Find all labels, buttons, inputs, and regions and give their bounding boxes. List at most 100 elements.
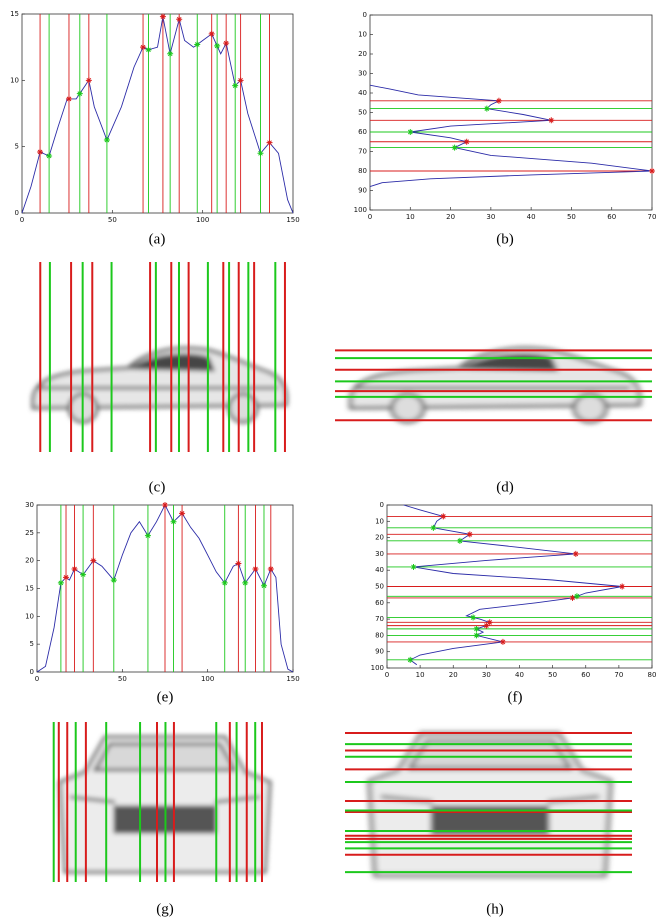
y-tick-label: 10	[358, 31, 367, 39]
y-tick-label: 90	[375, 648, 384, 656]
y-tick-label: 0	[380, 501, 384, 509]
y-tick-label: 0	[30, 668, 34, 676]
extremum-marker	[463, 138, 470, 145]
y-tick-label: 5	[15, 143, 19, 151]
y-tick-label: 30	[25, 501, 34, 509]
extremum-marker	[63, 574, 70, 581]
extremum-marker	[221, 579, 228, 586]
profile-curve	[369, 84, 653, 188]
extremum-marker	[456, 537, 463, 544]
y-tick-label: 0	[15, 209, 19, 217]
extremum-marker	[470, 614, 477, 621]
x-tick-label: 40	[527, 213, 536, 221]
extremum-marker	[76, 90, 83, 97]
y-tick-label: 80	[375, 631, 384, 639]
extremum-marker	[267, 566, 274, 573]
caption: (d)	[496, 479, 514, 495]
extremum-marker	[80, 571, 87, 578]
extremum-marker	[208, 30, 215, 37]
x-tick-label: 60	[581, 671, 590, 679]
extremum-marker	[430, 524, 437, 531]
extremum-marker	[90, 557, 97, 564]
extremum-marker	[483, 622, 490, 629]
extremum-marker	[159, 13, 166, 20]
y-tick-label: 25	[25, 529, 34, 537]
y-tick-label: 80	[358, 167, 367, 175]
extremum-marker	[410, 563, 417, 570]
x-tick-label: 10	[406, 213, 415, 221]
x-tick-label: 50	[108, 216, 117, 224]
caption: (h)	[486, 901, 504, 917]
extremum-marker	[499, 638, 506, 645]
extremum-marker	[483, 105, 490, 112]
extremum-marker	[649, 168, 655, 174]
extremum-marker	[179, 510, 186, 517]
y-tick-label: 50	[375, 583, 384, 591]
extremum-marker	[619, 583, 626, 590]
extremum-marker	[260, 582, 267, 589]
y-tick-label: 100	[371, 664, 384, 672]
x-tick-label: 50	[118, 675, 127, 683]
extremum-marker	[548, 117, 555, 124]
caption: (b)	[496, 231, 514, 247]
extremum-marker	[407, 656, 414, 663]
extremum-marker	[214, 42, 221, 49]
extremum-marker	[237, 77, 244, 84]
extremum-marker	[440, 513, 447, 520]
y-tick-label: 10	[375, 517, 384, 525]
x-tick-label: 40	[515, 671, 524, 679]
extremum-marker	[252, 566, 259, 573]
extremum-marker	[495, 97, 502, 104]
extremum-marker	[407, 129, 414, 135]
x-tick-label: 20	[449, 671, 458, 679]
caption: (g)	[156, 901, 174, 917]
y-tick-label: 15	[25, 585, 34, 593]
extremum-marker	[232, 82, 239, 89]
x-tick-label: 0	[20, 216, 24, 224]
caption: (a)	[149, 231, 166, 247]
extremum-marker	[266, 139, 273, 146]
extremum-marker	[223, 40, 230, 47]
y-tick-label: 5	[30, 640, 34, 648]
extremum-marker	[451, 144, 458, 151]
caption: (c)	[149, 479, 166, 495]
profile-curve	[403, 504, 623, 666]
caption: (f)	[508, 689, 523, 705]
x-tick-label: 30	[486, 213, 495, 221]
extremum-marker	[57, 579, 64, 586]
extremum-marker	[71, 566, 78, 573]
extremum-marker	[235, 560, 242, 567]
y-tick-label: 100	[354, 206, 367, 214]
x-tick-label: 80	[648, 671, 657, 679]
extremum-marker	[103, 137, 110, 144]
x-tick-label: 150	[286, 675, 299, 683]
extremum-marker	[145, 46, 152, 53]
extremum-marker	[466, 531, 473, 538]
x-tick-label: 50	[567, 213, 576, 221]
x-tick-label: 50	[548, 671, 557, 679]
y-tick-label: 20	[25, 557, 34, 565]
y-tick-label: 70	[375, 615, 384, 623]
x-tick-label: 100	[201, 675, 214, 683]
y-tick-label: 30	[375, 550, 384, 558]
y-tick-label: 20	[375, 534, 384, 542]
extremum-marker	[140, 44, 147, 51]
y-tick-label: 60	[375, 599, 384, 607]
extremum-marker	[144, 532, 151, 539]
y-tick-label: 40	[358, 89, 367, 97]
y-tick-label: 15	[10, 10, 19, 18]
extremum-marker	[162, 502, 168, 508]
x-tick-label: 0	[385, 671, 389, 679]
extremum-marker	[486, 619, 493, 626]
y-tick-label: 30	[358, 70, 367, 78]
x-tick-label: 100	[196, 216, 209, 224]
extremum-marker	[473, 632, 480, 639]
extremum-marker	[167, 50, 174, 57]
extremum-marker	[572, 550, 579, 557]
y-tick-label: 0	[363, 11, 367, 19]
x-tick-label: 0	[368, 213, 372, 221]
y-tick-label: 40	[375, 566, 384, 574]
extremum-marker	[176, 16, 183, 23]
x-tick-label: 20	[446, 213, 455, 221]
y-tick-label: 70	[358, 148, 367, 156]
